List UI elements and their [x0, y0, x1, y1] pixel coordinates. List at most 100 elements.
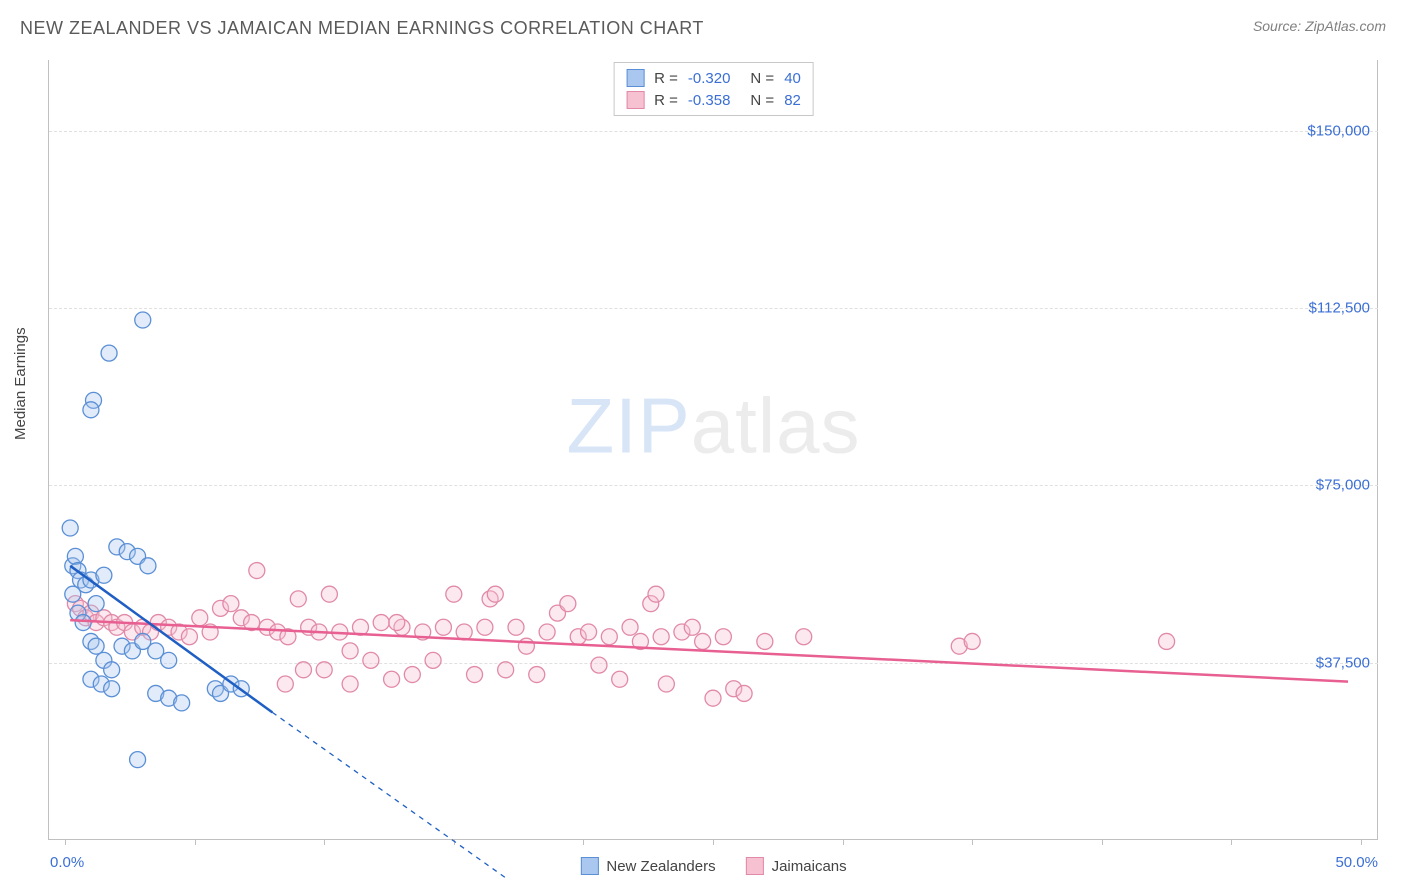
jm-point: [363, 652, 379, 668]
plot-area: ZIPatlas R = -0.320 N = 40R = -0.358 N =…: [48, 60, 1378, 840]
jm-trendline: [70, 620, 1348, 681]
jm-point: [591, 657, 607, 673]
jm-point: [342, 643, 358, 659]
nz-point: [104, 681, 120, 697]
nz-point: [62, 520, 78, 536]
jm-point: [249, 563, 265, 579]
nz-point: [83, 402, 99, 418]
y-axis-title: Median Earnings: [12, 327, 29, 440]
nz-point: [96, 567, 112, 583]
jm-point: [1159, 633, 1175, 649]
jm-point: [612, 671, 628, 687]
chart-source: Source: ZipAtlas.com: [1253, 18, 1386, 34]
jm-point: [487, 586, 503, 602]
x-tick: [843, 839, 844, 845]
legend-n-value: 40: [784, 70, 801, 87]
legend-series-item: Jaimaicans: [746, 857, 847, 875]
jm-point: [622, 619, 638, 635]
x-tick: [713, 839, 714, 845]
jm-point: [223, 596, 239, 612]
jm-point: [477, 619, 493, 635]
chart-svg: [49, 60, 1378, 839]
x-tick: [324, 839, 325, 845]
nz-swatch-icon: [580, 857, 598, 875]
jm-point: [796, 629, 812, 645]
x-tick: [1102, 839, 1103, 845]
legend-stat-row: R = -0.358 N = 82: [626, 89, 801, 111]
jm-point: [404, 667, 420, 683]
legend-stat-row: R = -0.320 N = 40: [626, 67, 801, 89]
x-tick: [1361, 839, 1362, 845]
jm-point: [757, 633, 773, 649]
chart-title: NEW ZEALANDER VS JAMAICAN MEDIAN EARNING…: [20, 18, 704, 39]
legend-r-label: R =: [654, 92, 678, 109]
jm-point: [321, 586, 337, 602]
nz-point: [75, 615, 91, 631]
jm-point: [964, 633, 980, 649]
legend-r-value: -0.320: [688, 70, 731, 87]
nz-point: [104, 662, 120, 678]
jm-point: [601, 629, 617, 645]
nz-trendline-extension: [272, 712, 505, 877]
nz-point: [174, 695, 190, 711]
jm-point: [295, 662, 311, 678]
legend-series-label: New Zealanders: [606, 858, 715, 875]
jm-point: [277, 676, 293, 692]
jm-point: [435, 619, 451, 635]
jm-point: [560, 596, 576, 612]
x-tick: [1231, 839, 1232, 845]
jm-point: [446, 586, 462, 602]
jm-point: [456, 624, 472, 640]
legend-n-label: N =: [750, 92, 774, 109]
nz-swatch-icon: [626, 69, 644, 87]
jm-point: [342, 676, 358, 692]
legend-statistics: R = -0.320 N = 40R = -0.358 N = 82: [613, 62, 814, 116]
nz-point: [67, 548, 83, 564]
jm-point: [316, 662, 332, 678]
legend-series-label: Jaimaicans: [772, 858, 847, 875]
jm-swatch-icon: [746, 857, 764, 875]
jm-point: [539, 624, 555, 640]
jm-point: [736, 685, 752, 701]
jm-point: [653, 629, 669, 645]
jm-point: [192, 610, 208, 626]
jm-point: [684, 619, 700, 635]
nz-point: [161, 652, 177, 668]
jm-point: [518, 638, 534, 654]
nz-point: [130, 752, 146, 768]
jm-point: [290, 591, 306, 607]
legend-r-value: -0.358: [688, 92, 731, 109]
jm-point: [658, 676, 674, 692]
legend-series-item: New Zealanders: [580, 857, 715, 875]
jm-point: [373, 615, 389, 631]
jm-point: [695, 633, 711, 649]
jm-point: [467, 667, 483, 683]
x-axis-min-label: 0.0%: [50, 854, 84, 871]
legend-n-label: N =: [750, 70, 774, 87]
jm-point: [498, 662, 514, 678]
jm-point: [181, 629, 197, 645]
jm-point: [705, 690, 721, 706]
jm-point: [389, 615, 405, 631]
nz-point: [101, 345, 117, 361]
legend-r-label: R =: [654, 70, 678, 87]
jm-point: [715, 629, 731, 645]
jm-swatch-icon: [626, 91, 644, 109]
nz-point: [88, 596, 104, 612]
jm-point: [425, 652, 441, 668]
x-axis-max-label: 50.0%: [1335, 854, 1378, 871]
nz-point: [88, 638, 104, 654]
jm-point: [529, 667, 545, 683]
jm-point: [581, 624, 597, 640]
nz-point: [135, 312, 151, 328]
legend-n-value: 82: [784, 92, 801, 109]
x-tick: [972, 839, 973, 845]
jm-point: [508, 619, 524, 635]
jm-point: [384, 671, 400, 687]
x-tick: [65, 839, 66, 845]
nz-point: [140, 558, 156, 574]
legend-series: New Zealanders Jaimaicans: [580, 857, 846, 875]
x-tick: [195, 839, 196, 845]
jm-point: [648, 586, 664, 602]
x-tick: [583, 839, 584, 845]
